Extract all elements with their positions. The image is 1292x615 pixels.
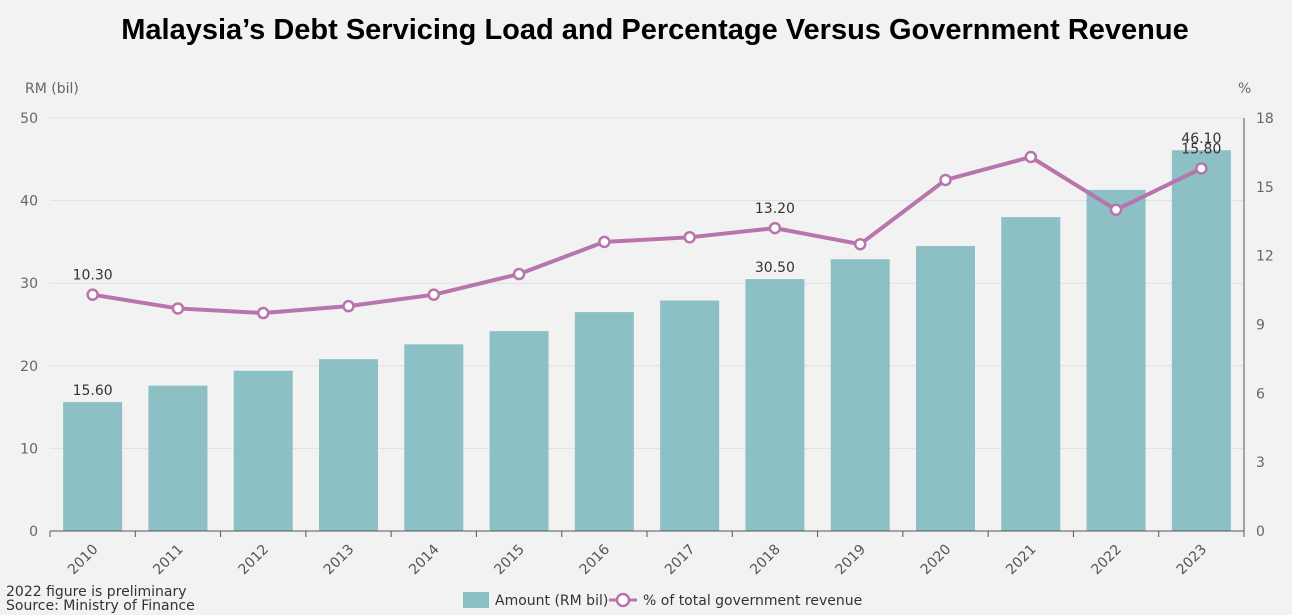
left-tick-label: 20: [20, 359, 38, 375]
line-point: [86, 288, 99, 301]
bar: [1001, 217, 1061, 531]
line-point: [598, 235, 611, 249]
left-tick-label: 0: [29, 524, 38, 540]
x-category-label: 2013: [321, 542, 358, 579]
chart-title: Malaysia’s Debt Servicing Load and Perce…: [121, 14, 1189, 46]
line-point: [512, 267, 526, 281]
line-point: [1109, 203, 1123, 217]
line-point: [171, 302, 185, 315]
line-point: [427, 288, 441, 301]
right-tick-label: 3: [1256, 455, 1265, 471]
x-category-label: 2011: [150, 542, 187, 579]
bar: [916, 246, 975, 531]
bar: [660, 300, 720, 531]
line-point: [853, 237, 867, 251]
right-tick-label: 18: [1256, 111, 1274, 127]
x-category-label: 2012: [236, 542, 273, 579]
left-tick-label: 50: [20, 111, 38, 127]
data-label: 15.60: [73, 383, 113, 399]
right-tick-label: 12: [1256, 249, 1274, 265]
legend: Amount (RM bil) % of total government rev…: [463, 592, 862, 609]
bar: [404, 344, 464, 531]
bar: [63, 402, 123, 531]
data-label: 46.10: [1181, 131, 1221, 147]
line-point: [342, 299, 355, 313]
bar: [148, 385, 208, 531]
right-tick-label: 0: [1256, 524, 1265, 540]
right-axis-title: %: [1238, 81, 1251, 97]
data-label: 15.80: [1181, 141, 1221, 157]
line-point: [939, 173, 952, 187]
x-category-label: 2017: [662, 542, 699, 579]
data-label: 13.20: [755, 201, 795, 217]
line-layer: [86, 150, 1208, 320]
line-point: [683, 231, 696, 244]
x-category-label: 2016: [577, 541, 614, 578]
bar: [830, 259, 890, 531]
bar: [489, 331, 549, 531]
data-label: 30.50: [755, 260, 795, 276]
x-category-label: 2018: [747, 542, 784, 579]
legend-swatch-marker: [615, 592, 631, 608]
right-tick-label: 6: [1256, 386, 1265, 402]
line-series: [92, 155, 1203, 316]
legend-label-percent: % of total government revenue: [643, 593, 862, 609]
line-point: [1024, 150, 1038, 164]
line-point: [768, 221, 782, 235]
line-point: [1195, 162, 1208, 175]
axes-layer: 0 10 20 30 40 50 0 3 6 9 12 15 18 RM (bil) % 2010 2011 20…: [20, 81, 1274, 578]
bar: [574, 312, 634, 531]
left-tick-label: 40: [20, 194, 38, 210]
x-category-label: 2014: [406, 541, 443, 578]
bar: [745, 279, 805, 531]
left-tick-label: 30: [20, 276, 38, 292]
x-category-label: 2020: [918, 542, 955, 579]
footnote-preliminary: 2022 figure is preliminary: [6, 584, 187, 600]
bar: [1086, 189, 1146, 531]
data-label: 10.30: [73, 268, 113, 284]
x-category-label: 2021: [1003, 542, 1040, 579]
left-axis-title: RM (bil): [25, 81, 79, 97]
bar: [233, 370, 293, 531]
bar: [1171, 150, 1231, 532]
labels-layer: 15.60 30.50 46.10 10.30 13.20 15.80: [73, 131, 1222, 399]
x-category-label: 2010: [65, 542, 102, 579]
bars-layer: [63, 150, 1231, 532]
legend-label-amount: Amount (RM bil): [495, 593, 608, 609]
line-point: [256, 306, 270, 320]
legend-swatch-bar: [463, 592, 489, 608]
left-tick-label: 10: [20, 441, 38, 457]
x-category-label: 2019: [833, 542, 870, 579]
footnote-source: Source: Ministry of Finance: [6, 598, 195, 614]
right-tick-label: 15: [1256, 180, 1274, 196]
bar: [319, 359, 378, 531]
x-category-label: 2022: [1088, 542, 1125, 579]
x-category-label: 2023: [1174, 542, 1211, 579]
right-tick-label: 9: [1256, 318, 1265, 334]
x-category-label: 2015: [491, 542, 528, 579]
